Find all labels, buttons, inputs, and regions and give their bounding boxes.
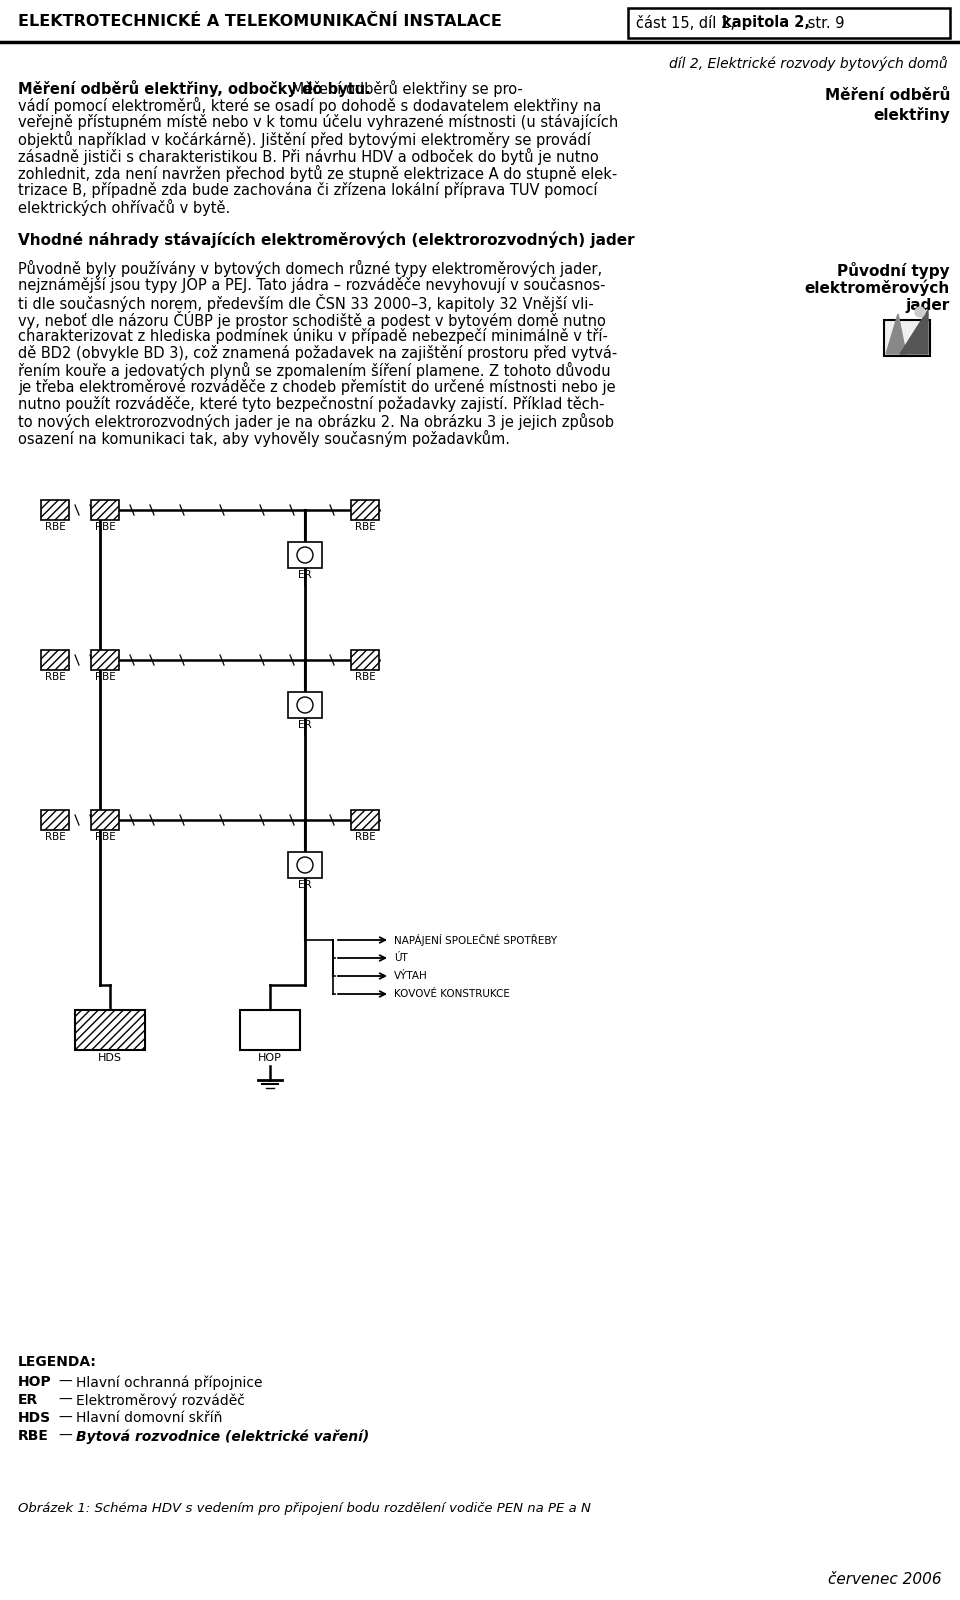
Bar bbox=[240, 1010, 300, 1050]
Text: NAPÁJENÍ SPOLEČNÉ SPOTŘEBY: NAPÁJENÍ SPOLEČNÉ SPOTŘEBY bbox=[394, 934, 557, 946]
Text: str. 9: str. 9 bbox=[803, 16, 845, 30]
Bar bbox=[91, 499, 119, 520]
Text: RBE: RBE bbox=[354, 672, 375, 682]
Bar bbox=[41, 810, 69, 830]
Text: dě BD2 (obvykle BD 3), což znamená požadavek na zajištění prostoru před vytvá-: dě BD2 (obvykle BD 3), což znamená požad… bbox=[18, 346, 617, 362]
Bar bbox=[351, 650, 379, 670]
Bar bbox=[41, 499, 69, 520]
Text: Měření odběrů: Měření odběrů bbox=[825, 88, 950, 102]
Text: Elektroměrový rozváděč: Elektroměrový rozváděč bbox=[76, 1394, 245, 1408]
Text: —: — bbox=[58, 1394, 72, 1406]
Text: nutno použít rozváděče, které tyto bezpečnostní požadavky zajistí. Příklad těch-: nutno použít rozváděče, které tyto bezpe… bbox=[18, 395, 605, 411]
Text: RBE: RBE bbox=[44, 672, 65, 682]
Bar bbox=[91, 650, 119, 670]
Text: RBE: RBE bbox=[44, 522, 65, 531]
Text: zásadně jističi s charakteristikou B. Při návrhu HDV a odboček do bytů je nutno: zásadně jističi s charakteristikou B. Př… bbox=[18, 149, 599, 165]
Text: červenec 2006: červenec 2006 bbox=[828, 1571, 942, 1587]
Text: RBE: RBE bbox=[44, 832, 65, 842]
Text: Měření odběrů elektřiny se pro-: Měření odběrů elektřiny se pro- bbox=[286, 80, 522, 98]
Text: ti dle současných norem, především dle ČSN 33 2000–3, kapitoly 32 Vnější vli-: ti dle současných norem, především dle Č… bbox=[18, 294, 593, 312]
Text: RBE: RBE bbox=[95, 832, 115, 842]
Text: Bytová rozvodnice (elektrické vaření): Bytová rozvodnice (elektrické vaření) bbox=[76, 1429, 370, 1443]
Text: Původní typy: Původní typy bbox=[837, 262, 950, 278]
Text: ER: ER bbox=[18, 1394, 38, 1406]
Bar bbox=[75, 1010, 145, 1050]
Text: —: — bbox=[58, 1374, 72, 1389]
Text: ER: ER bbox=[299, 720, 312, 730]
Text: řením kouře a jedovatých plynů se zpomalením šíření plamene. Z tohoto důvodu: řením kouře a jedovatých plynů se zpomal… bbox=[18, 362, 611, 379]
Text: veřejně přístupném místě nebo v k tomu účelu vyhrazené místnosti (u stávajících: veřejně přístupném místě nebo v k tomu ú… bbox=[18, 114, 618, 130]
Text: ELEKTROTECHNICKÉ A TELEKOMUNIKAČNÍ INSTALACE: ELEKTROTECHNICKÉ A TELEKOMUNIKAČNÍ INSTA… bbox=[18, 14, 502, 29]
Text: Původně byly používány v bytových domech různé typy elektroměrových jader,: Původně byly používány v bytových domech… bbox=[18, 259, 602, 277]
Text: osazení na komunikaci tak, aby vyhověly současným požadavkům.: osazení na komunikaci tak, aby vyhověly … bbox=[18, 430, 510, 446]
Text: kapitola 2,: kapitola 2, bbox=[722, 16, 810, 30]
Text: nejznámější jsou typy JOP a PEJ. Tato jádra – rozváděče nevyhovují v současnos-: nejznámější jsou typy JOP a PEJ. Tato já… bbox=[18, 277, 606, 293]
Bar bbox=[884, 320, 930, 357]
Bar bbox=[351, 810, 379, 830]
Text: HDS: HDS bbox=[18, 1411, 51, 1426]
Text: ÚT: ÚT bbox=[394, 954, 408, 963]
Text: —: — bbox=[58, 1429, 72, 1443]
Circle shape bbox=[915, 307, 925, 317]
Bar bbox=[628, 8, 950, 38]
Text: Vhodné náhrady stávajících elektroměrových (elektrorozvodných) jader: Vhodné náhrady stávajících elektroměrový… bbox=[18, 232, 635, 248]
Text: objektů například v kočárkárně). Jištění před bytovými elektroměry se provádí: objektů například v kočárkárně). Jištění… bbox=[18, 131, 590, 149]
Text: LEGENDA:: LEGENDA: bbox=[18, 1355, 97, 1370]
Text: jader: jader bbox=[905, 298, 950, 314]
Text: díl 2, Elektrické rozvody bytových domů: díl 2, Elektrické rozvody bytových domů bbox=[669, 56, 948, 70]
Text: elektroměrových: elektroměrových bbox=[804, 280, 950, 296]
Text: to nových elektrorozvodných jader je na obrázku 2. Na obrázku 3 je jejich způsob: to nových elektrorozvodných jader je na … bbox=[18, 413, 614, 430]
Text: vádí pomocí elektroměrů, které se osadí po dohodě s dodavatelem elektřiny na: vádí pomocí elektroměrů, které se osadí … bbox=[18, 98, 601, 114]
Bar bbox=[288, 851, 322, 878]
Text: elektřiny: elektřiny bbox=[874, 107, 950, 123]
Polygon shape bbox=[886, 314, 906, 354]
Text: HOP: HOP bbox=[258, 1053, 282, 1062]
Text: Měření odběrů elektřiny, odbočky do bytu.: Měření odběrů elektřiny, odbočky do bytu… bbox=[18, 80, 371, 98]
Text: vy, neboť dle názoru ČÚBP je prostor schodiště a podest v bytovém domě nutno: vy, neboť dle názoru ČÚBP je prostor sch… bbox=[18, 310, 606, 330]
Bar bbox=[288, 542, 322, 568]
Text: Hlavní ochranná přípojnice: Hlavní ochranná přípojnice bbox=[76, 1374, 262, 1389]
Text: RBE: RBE bbox=[18, 1429, 49, 1443]
Text: KOVOVÉ KONSTRUKCE: KOVOVÉ KONSTRUKCE bbox=[394, 989, 510, 998]
Bar bbox=[351, 499, 379, 520]
Text: část 15, díl 2,: část 15, díl 2, bbox=[636, 16, 739, 30]
Text: RBE: RBE bbox=[95, 672, 115, 682]
Text: VÝTAH: VÝTAH bbox=[394, 971, 428, 981]
Text: HOP: HOP bbox=[18, 1374, 52, 1389]
Text: ER: ER bbox=[299, 570, 312, 579]
Text: —: — bbox=[58, 1411, 72, 1426]
Text: je třeba elektroměrové rozváděče z chodeb přemístit do určené místnosti nebo je: je třeba elektroměrové rozváděče z chode… bbox=[18, 379, 615, 395]
Text: Hlavní domovní skříň: Hlavní domovní skříň bbox=[76, 1411, 223, 1426]
Bar bbox=[41, 650, 69, 670]
Text: elektrických ohřívačů v bytě.: elektrických ohřívačů v bytě. bbox=[18, 198, 230, 216]
Polygon shape bbox=[900, 310, 928, 354]
Text: ER: ER bbox=[299, 880, 312, 890]
Text: RBE: RBE bbox=[354, 522, 375, 531]
Text: RBE: RBE bbox=[95, 522, 115, 531]
Bar bbox=[91, 810, 119, 830]
Text: HDS: HDS bbox=[98, 1053, 122, 1062]
Text: RBE: RBE bbox=[354, 832, 375, 842]
Text: Obrázek 1: Schéma HDV s vedením pro připojení bodu rozdělení vodiče PEN na PE a : Obrázek 1: Schéma HDV s vedením pro přip… bbox=[18, 1502, 590, 1515]
Text: trizace B, případně zda bude zachována či zřízena lokální příprava TUV pomocí: trizace B, případně zda bude zachována č… bbox=[18, 182, 597, 198]
Text: zohlednit, zda není navržen přechod bytů ze stupně elektrizace A do stupně elek-: zohlednit, zda není navržen přechod bytů… bbox=[18, 165, 617, 182]
Bar bbox=[288, 691, 322, 718]
Text: charakterizovat z hlediska podmínek úniku v případě nebezpečí minimálně v tří-: charakterizovat z hlediska podmínek únik… bbox=[18, 328, 608, 344]
